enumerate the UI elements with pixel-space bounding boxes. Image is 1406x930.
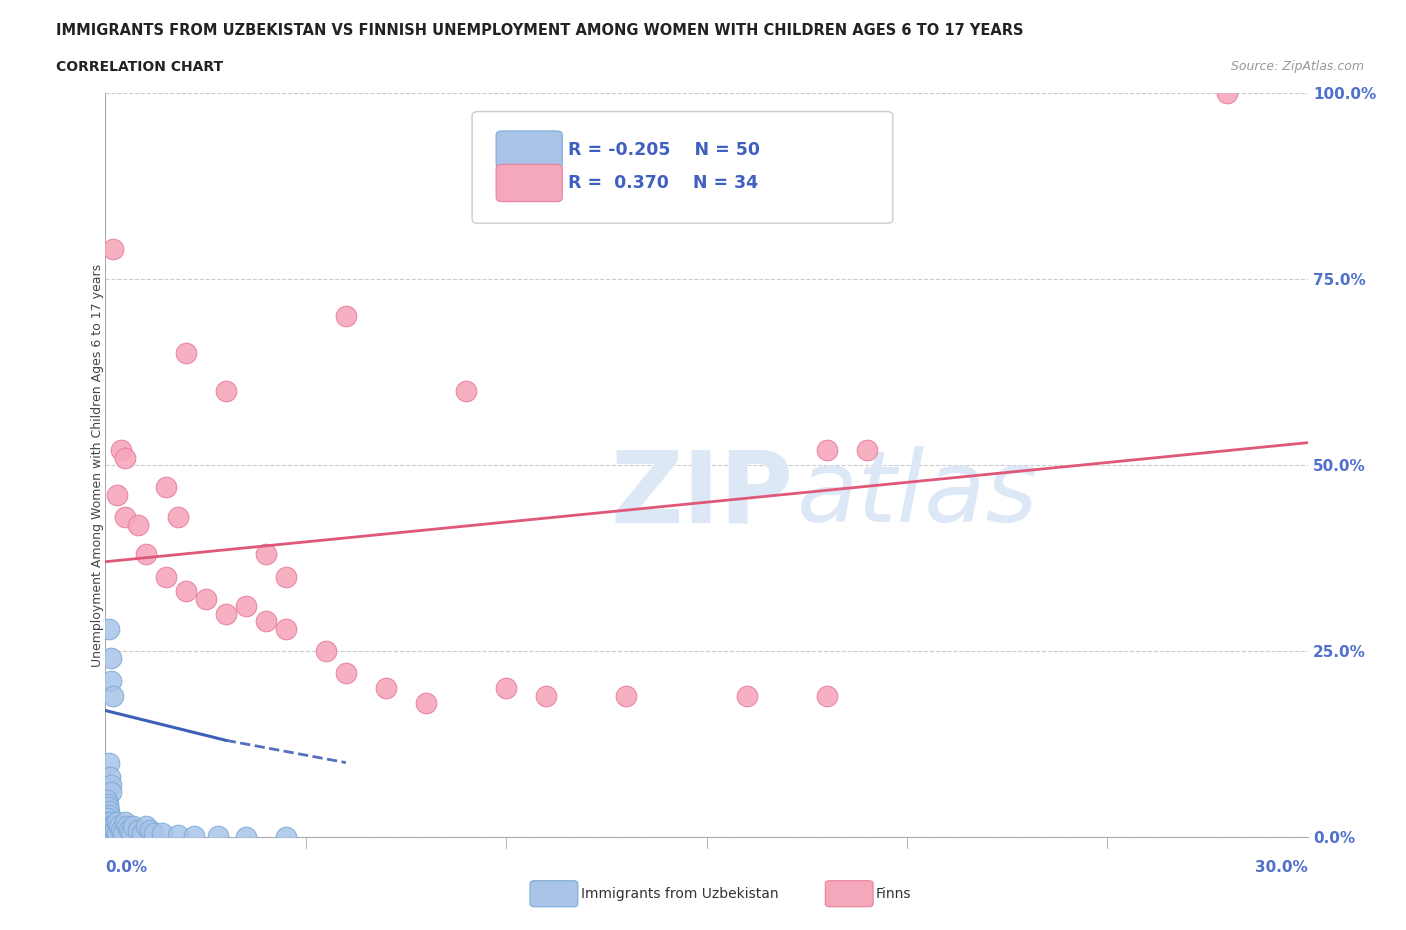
Point [96, 824, 118, 839]
Point [274, 830, 297, 844]
Point [735, 688, 758, 703]
Point [155, 480, 177, 495]
Text: 30.0%: 30.0% [1254, 860, 1308, 875]
Point [100, 785, 122, 800]
Point [96, 811, 118, 826]
Text: R =  0.370    N = 34: R = 0.370 N = 34 [568, 174, 758, 192]
Point [112, 826, 135, 841]
Point [100, 818, 122, 833]
Text: R = -0.205    N = 50: R = -0.205 N = 50 [568, 140, 761, 158]
Point [96, 822, 118, 837]
Point [98, 755, 121, 770]
FancyBboxPatch shape [496, 165, 562, 202]
Point [114, 815, 136, 830]
Point [97, 804, 120, 818]
Point [96, 792, 118, 807]
Text: Source: ZipAtlas.com: Source: ZipAtlas.com [1230, 60, 1364, 73]
Point [110, 443, 132, 458]
Point [235, 830, 257, 844]
Point [174, 346, 197, 361]
Point [815, 443, 838, 458]
Point [214, 606, 236, 621]
Point [214, 383, 236, 398]
Point [97, 818, 120, 833]
Point [155, 569, 177, 584]
Point [142, 826, 165, 841]
Point [118, 822, 141, 837]
Point [107, 487, 129, 502]
Point [150, 826, 173, 841]
Point [98, 807, 121, 822]
Point [97, 796, 120, 811]
Point [110, 822, 132, 837]
Point [335, 666, 357, 681]
Text: atlas: atlas [797, 446, 1038, 543]
Point [114, 450, 136, 465]
Point [855, 443, 877, 458]
Point [135, 547, 157, 562]
FancyBboxPatch shape [472, 112, 893, 223]
Point [207, 829, 229, 844]
Point [374, 681, 398, 696]
Point [166, 510, 188, 525]
Point [127, 517, 149, 532]
Point [108, 818, 131, 833]
Point [1216, 86, 1239, 100]
Point [254, 614, 277, 629]
Point [114, 510, 136, 525]
Point [103, 822, 125, 837]
Point [274, 621, 297, 636]
Point [166, 828, 188, 843]
Point [183, 828, 205, 843]
Point [98, 820, 121, 835]
Point [97, 815, 120, 830]
Point [138, 822, 160, 837]
Point [315, 644, 337, 658]
Point [100, 651, 122, 666]
Y-axis label: Unemployment Among Women with Children Ages 6 to 17 years: Unemployment Among Women with Children A… [90, 263, 104, 667]
Point [100, 777, 122, 792]
Point [97, 800, 120, 815]
Text: Finns: Finns [876, 886, 911, 901]
Point [100, 820, 122, 835]
Point [274, 569, 297, 584]
Point [456, 383, 478, 398]
Point [103, 818, 125, 833]
Point [122, 818, 145, 833]
Point [97, 828, 120, 843]
Point [97, 817, 120, 831]
Point [127, 822, 149, 837]
Point [107, 815, 129, 830]
Point [117, 818, 139, 833]
Text: IMMIGRANTS FROM UZBEKISTAN VS FINNISH UNEMPLOYMENT AMONG WOMEN WITH CHILDREN AGE: IMMIGRANTS FROM UZBEKISTAN VS FINNISH UN… [56, 23, 1024, 38]
Point [97, 826, 120, 841]
Point [98, 770, 121, 785]
Point [98, 815, 121, 830]
Point [135, 818, 157, 833]
Point [103, 688, 125, 703]
Text: Immigrants from Uzbekistan: Immigrants from Uzbekistan [581, 886, 779, 901]
Point [254, 547, 277, 562]
Point [194, 591, 217, 606]
Point [174, 584, 197, 599]
Point [103, 242, 125, 257]
Text: ZIP: ZIP [610, 446, 793, 543]
Point [131, 826, 153, 841]
Point [100, 673, 122, 688]
Point [534, 688, 557, 703]
Text: CORRELATION CHART: CORRELATION CHART [56, 60, 224, 74]
Point [235, 599, 257, 614]
FancyBboxPatch shape [496, 131, 562, 168]
Point [335, 309, 357, 324]
Point [616, 688, 638, 703]
Text: 0.0%: 0.0% [105, 860, 148, 875]
Point [121, 826, 143, 841]
Point [495, 681, 517, 696]
Point [815, 688, 838, 703]
Point [104, 824, 127, 839]
Point [98, 621, 121, 636]
Point [415, 696, 437, 711]
Point [100, 822, 122, 837]
Point [105, 826, 128, 841]
